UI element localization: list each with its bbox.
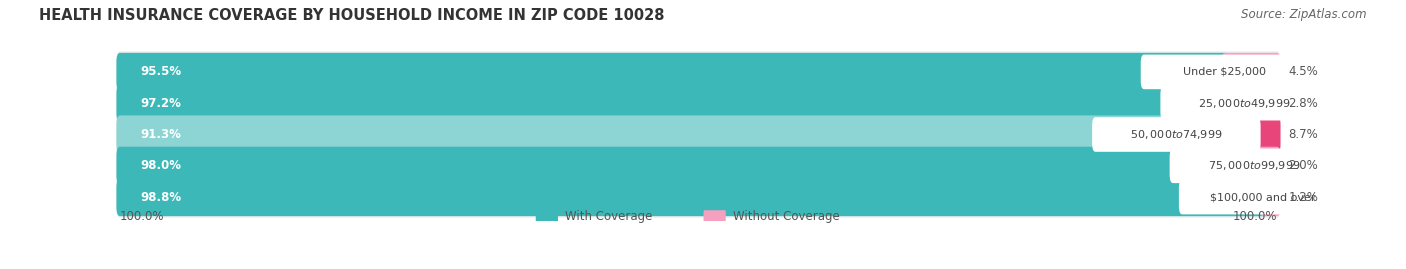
FancyBboxPatch shape [1178, 180, 1347, 214]
FancyBboxPatch shape [1170, 148, 1339, 183]
FancyBboxPatch shape [1160, 86, 1329, 121]
Text: Source: ZipAtlas.com: Source: ZipAtlas.com [1241, 8, 1367, 21]
Text: With Coverage: With Coverage [565, 210, 652, 223]
FancyBboxPatch shape [117, 84, 1249, 122]
Text: $50,000 to $74,999: $50,000 to $74,999 [1130, 128, 1223, 141]
FancyBboxPatch shape [117, 176, 1281, 218]
Text: Without Coverage: Without Coverage [733, 210, 839, 223]
FancyBboxPatch shape [1092, 117, 1261, 152]
FancyBboxPatch shape [117, 147, 1257, 185]
FancyBboxPatch shape [703, 210, 725, 223]
FancyBboxPatch shape [117, 83, 1281, 124]
Text: 95.5%: 95.5% [141, 65, 181, 78]
FancyBboxPatch shape [1250, 147, 1281, 185]
Text: 2.8%: 2.8% [1289, 97, 1319, 110]
Text: Under $25,000: Under $25,000 [1184, 67, 1267, 77]
Text: 100.0%: 100.0% [120, 210, 165, 223]
Text: 98.8%: 98.8% [141, 191, 181, 204]
FancyBboxPatch shape [1241, 84, 1281, 122]
Text: 98.0%: 98.0% [141, 159, 181, 172]
Text: 8.7%: 8.7% [1289, 128, 1319, 141]
Text: 100.0%: 100.0% [1233, 210, 1277, 223]
Text: 97.2%: 97.2% [141, 97, 181, 110]
Text: 1.2%: 1.2% [1289, 191, 1319, 204]
FancyBboxPatch shape [117, 115, 1180, 154]
Text: HEALTH INSURANCE COVERAGE BY HOUSEHOLD INCOME IN ZIP CODE 10028: HEALTH INSURANCE COVERAGE BY HOUSEHOLD I… [39, 8, 665, 23]
FancyBboxPatch shape [117, 51, 1281, 93]
Text: 4.5%: 4.5% [1289, 65, 1319, 78]
FancyBboxPatch shape [117, 145, 1281, 186]
Text: 91.3%: 91.3% [141, 128, 181, 141]
Text: $75,000 to $99,999: $75,000 to $99,999 [1208, 159, 1301, 172]
FancyBboxPatch shape [1173, 115, 1281, 154]
FancyBboxPatch shape [1140, 55, 1309, 89]
FancyBboxPatch shape [1222, 53, 1281, 91]
Text: $25,000 to $49,999: $25,000 to $49,999 [1198, 97, 1291, 110]
Text: 2.0%: 2.0% [1289, 159, 1319, 172]
FancyBboxPatch shape [536, 210, 558, 223]
FancyBboxPatch shape [117, 114, 1281, 155]
FancyBboxPatch shape [117, 53, 1229, 91]
FancyBboxPatch shape [1260, 178, 1281, 216]
Text: $100,000 and over: $100,000 and over [1211, 192, 1316, 202]
FancyBboxPatch shape [117, 178, 1267, 216]
